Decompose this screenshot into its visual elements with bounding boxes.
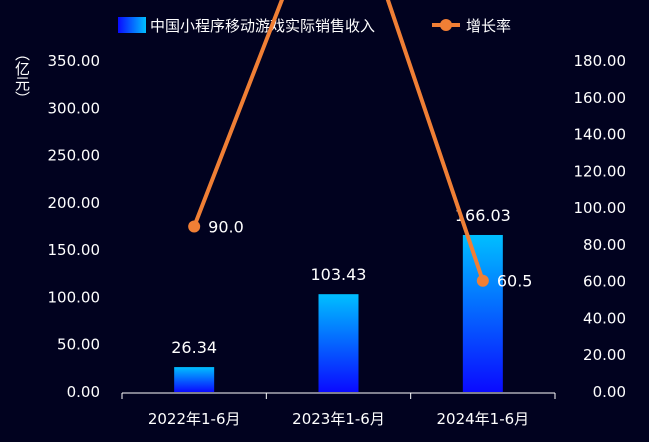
growth-line-series (188, 0, 489, 287)
left-axis-ticks: 0.00 50.00 100.00 150.00 200.00 250.00 300.00 3… (48, 52, 101, 401)
y-axis-label: （亿元） (13, 46, 31, 106)
right-tick-label: 60.00 (583, 273, 626, 291)
right-tick-label: 100.00 (574, 199, 627, 217)
legend-swatch-revenue (118, 17, 146, 33)
bar[interactable] (462, 234, 503, 392)
x-axis: 2022年1-6月 2023年1-6月 2024年1-6月 (121, 392, 556, 428)
legend-label-growth: 增长率 (466, 17, 511, 35)
right-tick-label: 0.00 (593, 383, 626, 401)
right-tick-label: 80.00 (583, 236, 626, 254)
bar-data-label: 166.03 (455, 206, 511, 225)
right-tick-label: 20.00 (583, 346, 626, 364)
right-tick-label: 140.00 (574, 126, 627, 144)
growth-point[interactable] (476, 274, 489, 287)
left-tick-label: 250.00 (48, 147, 101, 165)
growth-data-label: 60.5 (497, 272, 533, 291)
right-tick-label: 40.00 (583, 309, 626, 327)
right-tick-label: 180.00 (574, 52, 627, 70)
growth-line-labels: 90.0292.760.5 (208, 218, 533, 291)
bar-data-label: 103.43 (311, 265, 367, 284)
left-tick-label: 350.00 (48, 52, 101, 70)
right-tick-label: 120.00 (574, 162, 627, 180)
left-tick-label: 100.00 (48, 288, 101, 306)
left-tick-label: 50.00 (57, 336, 100, 354)
legend-swatch-growth-dot (440, 19, 452, 31)
growth-point[interactable] (188, 220, 201, 233)
left-tick-label: 300.00 (48, 99, 101, 117)
bar[interactable] (174, 367, 215, 392)
x-tick-label: 2022年1-6月 (148, 410, 241, 428)
legend: 中国小程序移动游戏实际销售收入 增长率 (118, 17, 511, 35)
left-tick-label: 150.00 (48, 241, 101, 259)
legend-label-revenue: 中国小程序移动游戏实际销售收入 (150, 17, 375, 35)
bars (174, 234, 503, 392)
bar-data-label: 26.34 (171, 338, 217, 357)
right-axis-ticks: 0.00 20.00 40.00 60.00 80.00 100.00 120.00 140.… (574, 52, 627, 401)
x-tick-label: 2024年1-6月 (436, 410, 529, 428)
left-tick-label: 200.00 (48, 194, 101, 212)
x-tick-label: 2023年1-6月 (292, 410, 385, 428)
growth-data-label: 90.0 (208, 218, 244, 237)
bar-labels: 26.34 103.43 166.03 (171, 206, 511, 357)
right-tick-label: 160.00 (574, 89, 627, 107)
bar[interactable] (318, 294, 359, 392)
growth-line (192, 0, 485, 282)
legend-item-growth[interactable]: 增长率 (432, 17, 511, 35)
legend-item-revenue[interactable]: 中国小程序移动游戏实际销售收入 (118, 17, 375, 35)
left-tick-label: 0.00 (67, 383, 100, 401)
